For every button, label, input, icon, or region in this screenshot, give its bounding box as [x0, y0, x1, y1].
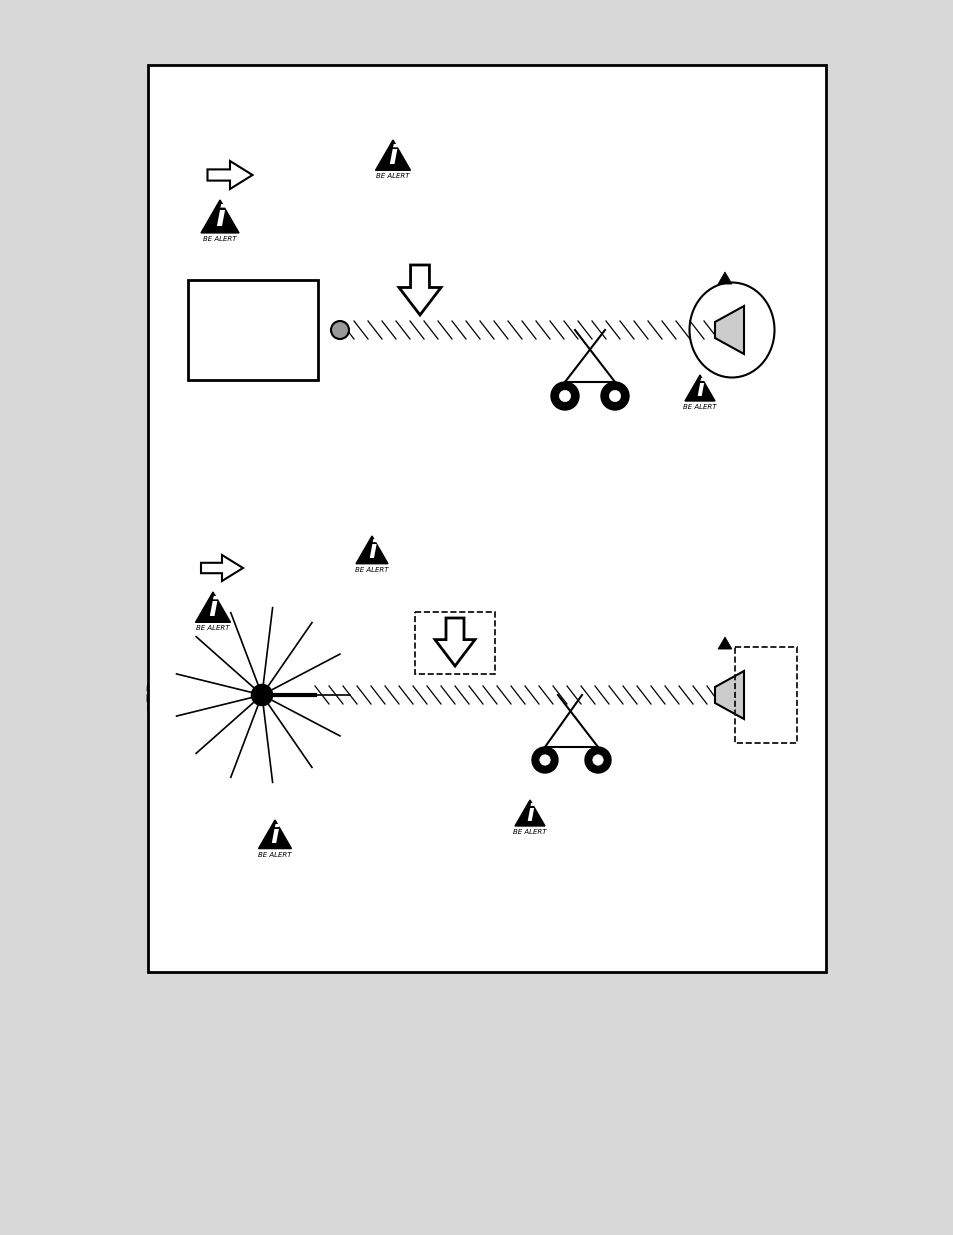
Text: BE ALERT: BE ALERT — [375, 173, 410, 179]
Text: i: i — [525, 803, 534, 826]
Text: OVERHEAD WIRES
KEEP AWAY: OVERHEAD WIRES KEEP AWAY — [154, 256, 281, 284]
Polygon shape — [258, 820, 292, 848]
Circle shape — [252, 684, 273, 705]
Polygon shape — [714, 671, 743, 719]
Polygon shape — [684, 375, 714, 401]
Text: i: i — [368, 540, 375, 563]
Circle shape — [609, 390, 620, 401]
Text: WORK AREA
AUTHORIZED PERSONNEL ONLY: WORK AREA AUTHORIZED PERSONNEL ONLY — [784, 658, 814, 904]
Circle shape — [532, 747, 558, 773]
Bar — [415, 613, 495, 674]
Polygon shape — [375, 140, 410, 170]
Text: WORK AREA
AUTHORIZED PERSONNEL: WORK AREA AUTHORIZED PERSONNEL — [757, 205, 789, 425]
Text: i: i — [214, 204, 225, 232]
Text: Walking Surface. Is it slippery?
Are there things to trip you?: Walking Surface. Is it slippery? Are the… — [510, 228, 648, 247]
Polygon shape — [515, 800, 544, 826]
Bar — [339, 321, 720, 338]
Text: BE ALERT: BE ALERT — [196, 625, 230, 631]
Polygon shape — [195, 592, 231, 622]
Circle shape — [551, 382, 578, 410]
Bar — [188, 280, 317, 380]
Text: AUGER INTAKE AREA
HAZARD
KEEP OUT: AUGER INTAKE AREA HAZARD KEEP OUT — [635, 432, 763, 466]
Text: Walking Surface. Is it slippery?
Are there things to trip you?: Walking Surface. Is it slippery? Are the… — [619, 792, 748, 811]
Text: BE ALERT: BE ALERT — [355, 567, 388, 573]
Polygon shape — [208, 161, 253, 189]
Text: OVERHEAD WIRES
KEEP AWAY: OVERHEAD WIRES KEEP AWAY — [152, 648, 272, 676]
Text: BE ALERT: BE ALERT — [682, 404, 716, 410]
Text: UNDER AUGER AND
UNDERCARRIAGE AREA
HAZARD
KEEP OUT: UNDER AUGER AND UNDERCARRIAGE AREA HAZAR… — [299, 590, 443, 635]
Text: BE ALERT: BE ALERT — [258, 852, 292, 857]
Text: WHEEL CHOCKS: WHEEL CHOCKS — [550, 648, 558, 716]
Bar — [370, 657, 754, 734]
Text: i: i — [388, 143, 397, 169]
Text: AUGER INTAKE AREA
HAZARD
KEEP OUT: AUGER INTAKE AREA HAZARD KEEP OUT — [465, 856, 594, 889]
Polygon shape — [201, 200, 239, 233]
Circle shape — [173, 606, 350, 783]
Circle shape — [558, 390, 570, 401]
Text: UNDER AUGER AND
UNDERCARRIAGE AREA
HAZARD
KEEP OUT: UNDER AUGER AND UNDERCARRIAGE AREA HAZAR… — [316, 198, 469, 254]
Bar — [148, 65, 825, 972]
Circle shape — [331, 321, 349, 338]
Text: HAZARD AREA
KEEP OUT: HAZARD AREA KEEP OUT — [225, 876, 325, 904]
Polygon shape — [718, 637, 731, 650]
Bar — [339, 291, 754, 368]
Polygon shape — [355, 536, 388, 563]
Text: BE ALERT: BE ALERT — [513, 829, 546, 835]
Polygon shape — [718, 272, 731, 284]
Text: i: i — [208, 595, 217, 621]
Bar — [734, 647, 796, 743]
Text: i: i — [271, 824, 279, 847]
Text: BE ALERT: BE ALERT — [203, 236, 236, 242]
Circle shape — [539, 755, 550, 766]
Text: WHEEL CHOCKS: WHEEL CHOCKS — [567, 295, 576, 363]
Text: i: i — [696, 378, 703, 401]
Bar — [314, 685, 720, 704]
Polygon shape — [714, 306, 743, 354]
Text: SUPPORT DISCHARGE END: SUPPORT DISCHARGE END — [181, 640, 191, 751]
Polygon shape — [201, 555, 243, 580]
Circle shape — [592, 755, 602, 766]
Polygon shape — [398, 266, 440, 315]
Polygon shape — [435, 618, 475, 666]
Circle shape — [584, 747, 610, 773]
Circle shape — [600, 382, 628, 410]
